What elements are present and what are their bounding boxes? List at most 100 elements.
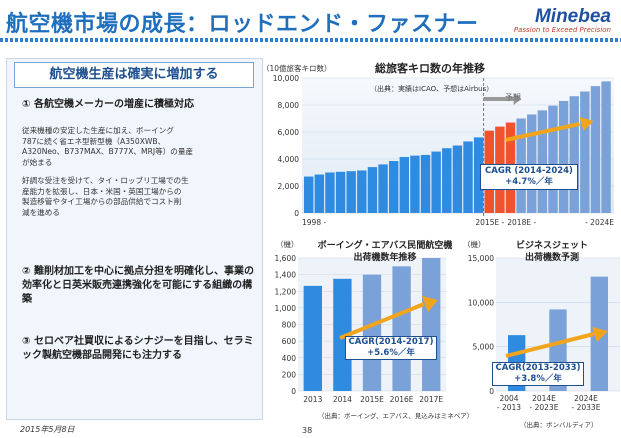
x-tick-label: 1998 - [302,218,326,227]
chart2-cagr-title: CAGR(2014-2017) [348,337,434,347]
y-tick-label: 600 [282,337,297,346]
bar [335,171,346,213]
bar [325,172,335,213]
footer-date: 2015年5月8日 [20,425,75,434]
section-1-line: 従来機種の安定した生産に加え、ボーイング [22,126,174,135]
bar [304,176,314,213]
chart3-xtick: 2004 - 2013 [492,394,526,412]
y-tick-label: 1,400 [275,271,297,280]
chart2-ylabel: （機） [276,240,299,249]
left-panel-heading: 航空機生産は確実に増加する [14,62,254,88]
chart1-cagr-value: +4.7%／年 [505,177,553,187]
bar [367,167,378,213]
trend-arrowhead-icon [579,117,594,131]
y-tick-label: 0 [294,209,299,218]
title-divider [0,38,621,42]
chart3-xtick-3: 2024E - 2033E [571,394,601,412]
y-tick-label: 15,000 [468,254,494,263]
bar [473,137,484,213]
chart2-source: （出典：ボーイング、エアバス、見込みはミネベア） [318,412,474,420]
chart1-cagr-box: CAGR (2014-2024) +4.7%／年 [480,164,578,190]
chart3-xtick-1: 2004 - 2013 [496,394,522,412]
logo-tagline: Passion to Exceed Precision [513,26,611,34]
forecast-label: 予想 [505,93,521,102]
y-tick-label: 10,000 [273,74,299,83]
aircraft-deliveries-chart: 0 200 400 600 800 1,000 1,200 1,400 1,600 2013 20… [275,254,446,404]
page-title: 航空機市場の成長：ロッドエンド・ファスナー [6,12,479,37]
bar [392,266,411,391]
section-2-title: ② 難削材加工を中心に拠点分担を明確化し、事業の効率化と日英米販売連携強化を可能… [22,266,254,305]
chart3-cagr-box: CAGR(2013-2033) +3.8%／年 [492,362,584,386]
section-1-line: 787に続く省エネ型新型機（A350XWB、 [22,136,166,146]
bar [569,96,579,213]
section-1-line: 好調な受注を受けて、タイ・ロッブリ工場での生 [22,176,189,185]
bar [537,110,548,213]
bar [431,151,441,213]
x-tick-label: 2015E - [475,218,504,227]
bar [399,156,410,213]
bar [463,141,473,213]
y-tick-label: 1,200 [275,287,297,296]
x-tick-label: 2018E - [507,218,536,227]
chart3-xtick: 2024E - 2033E [563,394,609,412]
x-tick-label: - 2024E [585,218,614,227]
bar [422,258,441,391]
bar [590,86,601,213]
left-panel [6,58,263,420]
section-3-title: ③ セロベア社買収によるシナジーを目指し、セラミック製航空機部品開発にも注力する [22,336,254,361]
y-tick-label: 5,000 [473,343,495,352]
chart2-subtitle: 出荷機数年推移 [353,253,417,263]
y-tick-label: 6,000 [278,128,300,137]
bar [452,145,463,213]
chart3-cagr-title: CAGR(2013-2033) [495,363,581,373]
bar [362,274,382,391]
chart3-ylabel: （機） [463,240,486,249]
section-1-line: 製造移管やタイ工場からの部品供給でコスト削 [22,197,182,206]
chart3-xtick: 2014E - 2023E [524,394,564,412]
chart2-cagr-box: CAGR(2014-2017) +5.6%／年 [345,336,437,360]
chart3-cagr-value: +3.8%／年 [514,374,562,384]
chart3-title: ビジネスジェット [515,241,588,251]
x-tick-label: 2014 [333,395,352,404]
bizjet-deliveries-chart: 0 5,000 10,000 15,000 [468,254,620,396]
chart1-cagr-title: CAGR (2014-2024) [485,166,573,176]
bar [388,161,399,213]
bar [303,285,322,391]
section-1-body: 従来機種の安定した生産に加え、ボーイング 787に続く省エネ型新型機（A350X… [22,126,258,218]
bar [527,114,537,213]
bar [548,105,558,213]
y-tick-label: 8,000 [278,101,300,110]
y-tick-label: 1,600 [275,254,297,263]
bar [378,164,388,213]
y-tick-label: 0 [291,387,296,396]
chart3-xtick-2: 2014E - 2023E [529,394,559,412]
y-tick-label: 0 [489,387,494,396]
trend-arrowhead-icon [592,327,608,342]
section-1-line: A320Neo、B737MAX、B777X、MRJ等）の量産 [22,147,194,156]
page-number: 38 [302,426,313,435]
y-tick-label: 1,000 [275,304,297,313]
bar [601,81,611,213]
chart1-ylabel: （10億旅客キロ数） [262,64,332,73]
section-1-title: ① 各航空機メーカーの増産に積極対応 [22,99,194,110]
section-1-spacer [22,168,258,176]
chart2-cagr-value: +5.6%／年 [367,348,415,358]
chart1-source: （出典：実績はICAO、予想はAirbus） [370,85,494,93]
y-tick-label: 2,000 [278,182,300,191]
chart1-title: 総旅客キロ数の年推移 [375,62,485,75]
chart3-source: （出典：ボンバルディア） [520,421,598,429]
bar [420,154,431,213]
trend-arrow [505,122,580,142]
bar [346,171,356,213]
trend-arrow [505,332,595,358]
y-tick-label: 800 [282,321,297,330]
bar [357,170,367,213]
section-1-line: 減を進める [22,207,60,217]
bar [314,174,325,213]
x-tick-label: 2015E [360,395,384,404]
logo-name: Minebea [534,6,611,27]
x-tick-label: 2016E [390,395,414,404]
y-tick-label: 10,000 [468,298,494,307]
x-tick-label: 2013 [303,395,322,404]
section-1-line: が始まる [22,157,53,167]
